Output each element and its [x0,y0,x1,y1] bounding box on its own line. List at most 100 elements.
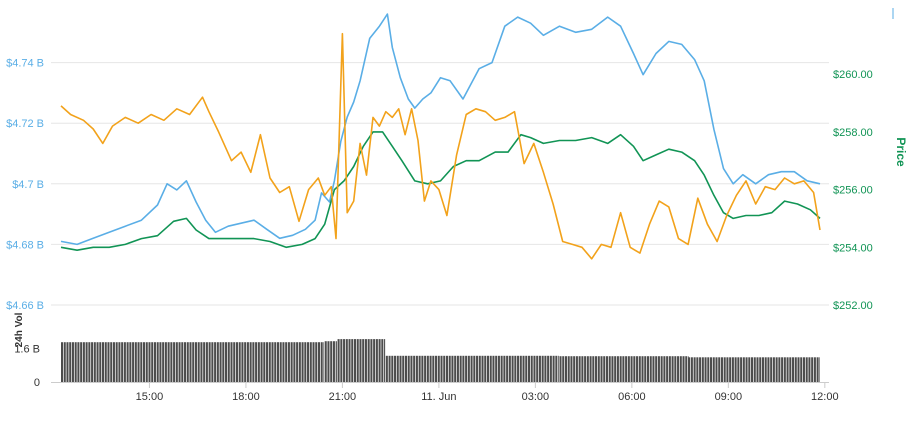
volume-bar [660,356,663,382]
x-tick-label: 15:00 [136,391,164,403]
volume-bar [271,342,274,382]
volume-bar [808,357,811,382]
volume-bar [677,356,680,382]
volume-bar [252,342,255,382]
volume-bar [508,355,511,382]
volume-bar [148,342,151,382]
volume-bar [214,342,217,382]
volume-bar [170,342,173,382]
volume-bar [110,342,113,382]
volume-bar [323,342,325,382]
volume-bar [495,355,498,382]
volume-bar [200,342,203,382]
volume-bar [792,357,795,382]
volume-bar [96,342,99,382]
volume-bar [456,355,459,382]
volume-bar [312,342,315,382]
volume-bar [688,357,691,382]
volume-bar [748,357,751,382]
volume-bar [549,355,552,382]
volume-bar [497,355,500,382]
volume-bar [611,356,614,382]
right-axis-ticks: $260.00 $258.00 $256.00 $254.00 $252.00 [833,69,873,312]
volume-bar [410,355,413,382]
volume-bar [575,356,578,382]
volume-bar [581,356,584,382]
x-tick-label: 03:00 [522,391,550,403]
volume-bar [437,355,440,382]
volume-bar [682,356,685,382]
series-lines [60,13,821,260]
volume-bar [173,342,176,382]
volume-axis-ticks: 1.6 B 0 [14,344,40,390]
volume-bar [69,342,72,382]
volume-bar [740,357,743,382]
volume-bar [745,357,748,382]
volume-bar [625,356,628,382]
volume-bar [184,342,187,382]
volume-bar [770,357,773,382]
volume-bar [186,342,189,382]
volume-bar [391,355,394,382]
volume-bar [772,357,775,382]
volume-bar [153,342,156,382]
volume-bar [597,356,600,382]
volume-bar [421,355,424,382]
volume-bar [159,342,162,382]
left-tick-label: $4.72 B [6,118,44,130]
volume-bar [91,342,94,382]
volume-bar [811,357,814,382]
volume-bar [345,339,348,382]
volume-bar [767,357,770,382]
volume-bar [679,356,682,382]
volume-bar [71,342,74,382]
volume-bar [370,339,373,382]
volume-bar [263,342,266,382]
volume-bar [484,355,487,382]
volume-bar [759,357,762,382]
volume-bar [407,355,410,382]
volume-bar [255,342,258,382]
volume-bar [816,357,819,382]
volume-bar [657,356,660,382]
volume-bar [789,357,792,382]
volume-bar [418,355,421,382]
volume-bar [726,357,729,382]
volume-bar [225,342,228,382]
volume-bar [506,355,509,382]
volume-bar [797,357,800,382]
volume-bar [388,355,391,382]
volume-bar [802,357,805,382]
volume-bar [440,355,443,382]
volume-bar [197,342,200,382]
volume-bar [315,342,318,382]
volume-bar [671,356,674,382]
volume-bar [630,356,633,382]
volume-bar [704,357,707,382]
volume-bar [492,355,495,382]
volume-bar [685,356,688,382]
volume-bar [578,356,581,382]
volume-bar [102,342,105,382]
volume-bar [707,357,710,382]
volume-bar [320,342,323,382]
volume-bar [511,355,514,382]
volume-bar [241,342,244,382]
volume-bar [616,356,619,382]
volume-bar [559,356,562,382]
volume-bar [362,339,365,382]
volume-bar [478,355,481,382]
volume-bar [164,342,167,382]
volume-bar [712,357,715,382]
volume-bar [641,356,644,382]
volume-bar [112,342,115,382]
volume-bar [309,342,312,382]
volume-bar [230,342,233,382]
volume-tick-label: 1.6 B [14,344,40,356]
volume-bar [638,356,641,382]
volume-bar [603,356,606,382]
volume-bar [525,355,528,382]
volume-bar [162,342,165,382]
x-tick-label: 12:00 [811,391,839,403]
volume-bar [353,339,357,382]
